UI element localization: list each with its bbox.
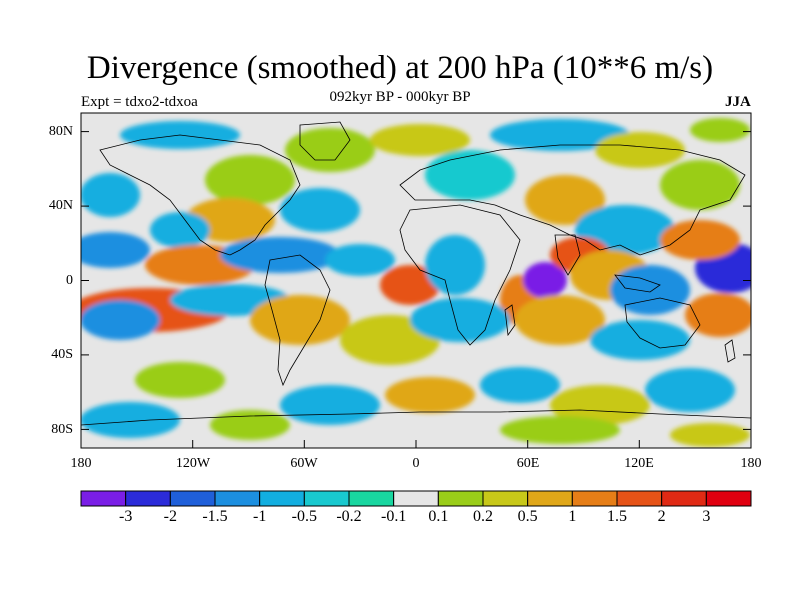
colorbar-swatch <box>616 490 663 507</box>
colorbar-swatch <box>214 490 261 507</box>
y-tick-marks <box>81 131 751 430</box>
colorbar-swatch <box>527 490 573 507</box>
colorbar-label: 0.2 <box>473 508 493 525</box>
colorbar-swatch <box>303 490 350 507</box>
y-tick-label: 0 <box>66 273 73 288</box>
colorbar-label: -0.2 <box>336 508 362 525</box>
experiment-label: Expt = tdxo2-tdxoa <box>81 94 198 110</box>
colorbar-label: -1.5 <box>202 508 228 525</box>
x-tick-label: 0 <box>412 456 420 471</box>
colorbar-swatch <box>169 490 216 507</box>
colorbar-label: 3 <box>702 508 711 525</box>
colorbar-swatch <box>348 490 395 507</box>
y-tick-label: 40S <box>51 347 73 362</box>
colorbar-label: 0.5 <box>517 508 538 525</box>
x-tick-label: 120W <box>175 456 211 471</box>
y-tick-label: 80S <box>51 422 73 437</box>
coastlines <box>81 121 751 426</box>
colorbar-label: -1 <box>252 508 267 525</box>
colorbar-label: -0.5 <box>291 508 317 525</box>
colorbar-swatch <box>125 490 171 507</box>
colorbar-label: -3 <box>118 508 133 525</box>
colorbar-label: -2 <box>163 508 177 525</box>
colorbar-swatch <box>259 490 305 507</box>
colorbar-swatch <box>437 490 484 507</box>
x-tick-label: 180 <box>70 456 92 471</box>
colorbar-swatch <box>482 490 529 507</box>
colorbar-swatch <box>661 490 707 507</box>
x-tick-marks <box>80 440 752 448</box>
x-tick-label: 120E <box>624 456 654 471</box>
x-tick-label: 60W <box>290 456 318 471</box>
divergence-field <box>81 113 751 448</box>
colorbar-label: 1.5 <box>607 508 627 525</box>
colorbar-swatch <box>705 490 752 507</box>
colorbar-label: 2 <box>657 508 666 525</box>
colorbar-label: 1 <box>568 508 577 525</box>
colorbar-label: 0.1 <box>428 508 449 525</box>
x-tick-label: 60E <box>516 456 540 471</box>
plot-title: Divergence (smoothed) at 200 hPa (10**6 … <box>86 50 714 86</box>
season-label: JJA <box>725 94 751 110</box>
y-tick-label: 40N <box>48 198 73 213</box>
colorbar <box>80 490 752 507</box>
x-tick-label: 180 <box>740 456 762 471</box>
plot-subtitle: 092kyr BP - 000kyr BP <box>329 89 471 105</box>
colorbar-label: -0.1 <box>380 508 407 525</box>
y-tick-label: 80N <box>48 124 73 139</box>
colorbar-swatch <box>80 490 127 507</box>
colorbar-swatch <box>393 490 439 507</box>
colorbar-swatch <box>571 490 618 507</box>
